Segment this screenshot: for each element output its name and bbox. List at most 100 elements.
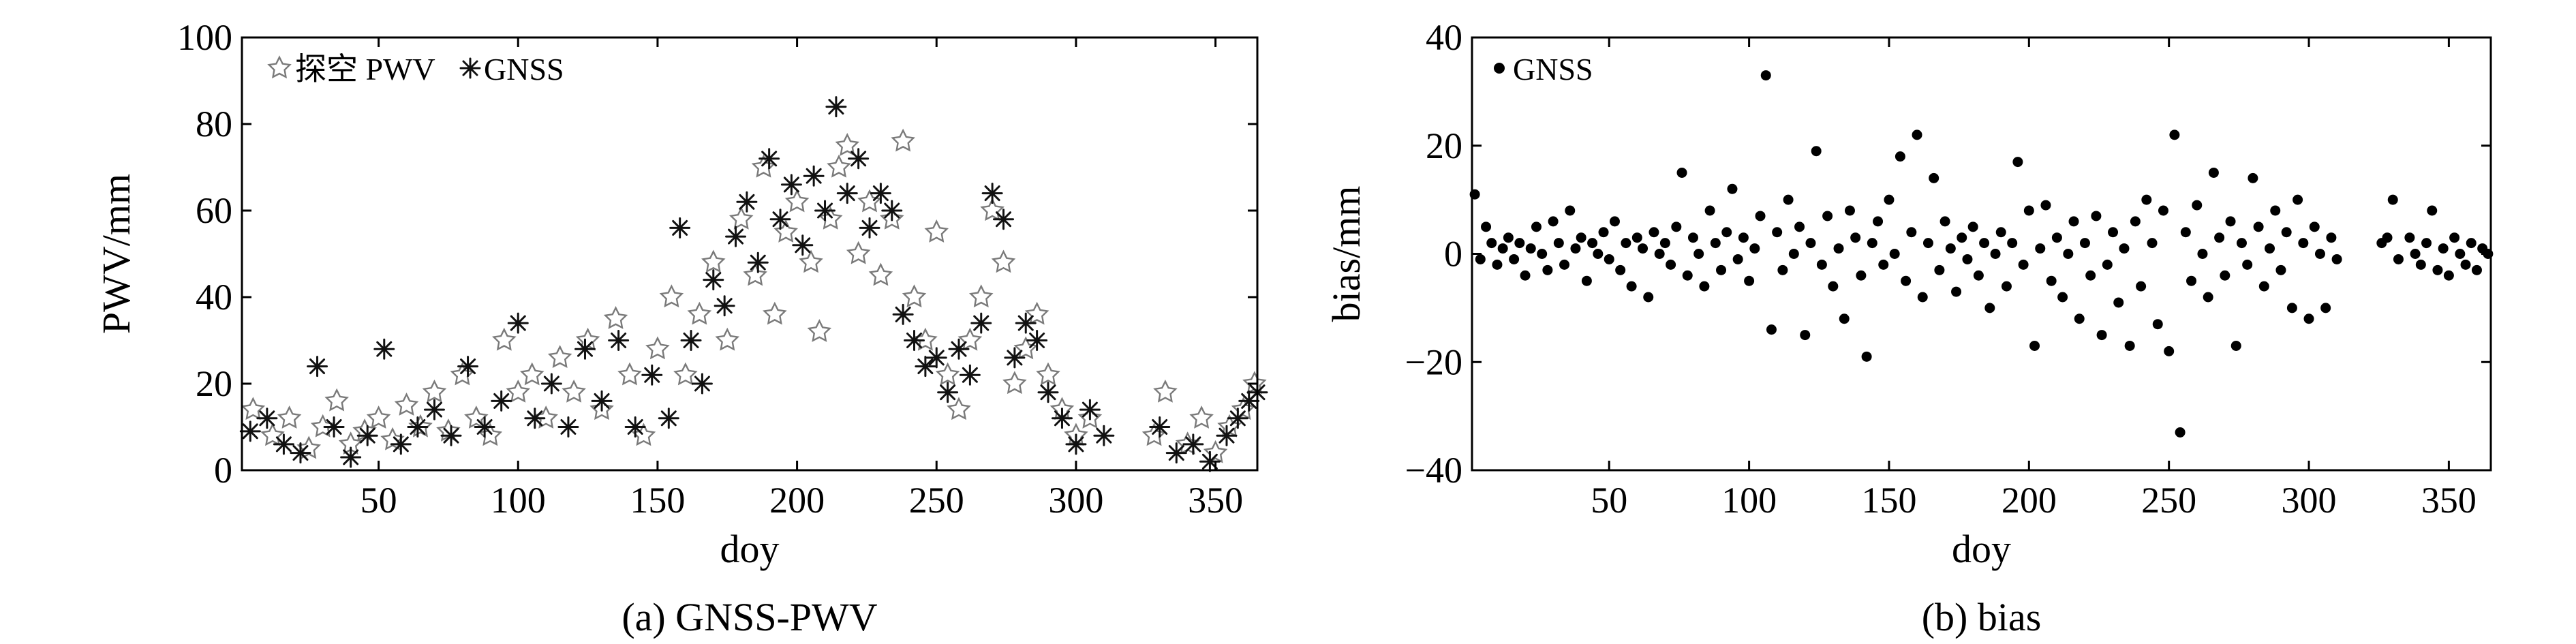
sounding-pwv-point	[1037, 363, 1060, 385]
bias-point	[2040, 200, 2051, 211]
bias-point	[1967, 221, 1978, 232]
bias-point	[2029, 340, 2040, 351]
gnss-pwv-point	[323, 416, 345, 438]
bias-point	[1794, 221, 1805, 232]
gnss-pwv-point	[870, 183, 891, 204]
bias-point	[1649, 227, 1659, 238]
sounding-pwv-point	[763, 303, 786, 324]
y-tick-label: 0	[214, 450, 232, 491]
bias-point	[1598, 227, 1609, 238]
bias-point	[1587, 238, 1598, 249]
bias-point	[1609, 216, 1620, 227]
bias-point	[1654, 249, 1665, 259]
gnss-pwv-point	[373, 338, 395, 360]
bias-point	[1643, 292, 1654, 303]
bias-point	[2230, 340, 2241, 351]
bias-point	[2242, 259, 2253, 270]
gnss-pwv-point	[1004, 347, 1026, 369]
bias-point	[1873, 216, 1884, 227]
gnss-pwv-point	[540, 373, 562, 395]
gnss-pwv-point	[1093, 425, 1115, 446]
bias-point	[1917, 292, 1928, 303]
bias-point	[2192, 200, 2203, 211]
gnss-pwv-point	[1079, 399, 1101, 420]
bias-point	[1979, 238, 1990, 249]
gnss-pwv-point	[848, 148, 870, 170]
panel-a-y-axis-label: PWV/mm	[94, 174, 138, 334]
bias-point	[2393, 254, 2404, 264]
bias-point	[1548, 216, 1559, 227]
gnss-pwv-point	[507, 312, 529, 334]
gnss-pwv-point	[1037, 382, 1059, 403]
x-tick-label: 300	[1048, 480, 1103, 521]
gnss-pwv-point	[1026, 330, 1048, 351]
gnss-pwv-point	[423, 399, 445, 420]
sounding-pwv-point	[278, 406, 301, 428]
bias-point	[2051, 232, 2062, 243]
panel-a-frame	[241, 36, 1259, 472]
bias-point	[1744, 275, 1755, 286]
bias-point	[1895, 151, 1905, 162]
bias-point	[1503, 232, 1514, 243]
panel-a-points	[239, 96, 1268, 472]
bias-point	[1839, 313, 1850, 324]
bias-point	[2281, 227, 2292, 238]
x-tick-label: 150	[1861, 480, 1916, 521]
bias-point	[2421, 238, 2432, 249]
legend-star-marker	[268, 56, 291, 78]
sounding-pwv-point	[1003, 371, 1026, 394]
bias-point	[2141, 194, 2152, 205]
bias-point	[2455, 249, 2466, 259]
gnss-pwv-point	[1065, 433, 1087, 455]
bias-point	[2387, 194, 2398, 205]
bias-point	[2113, 297, 2124, 308]
gnss-pwv-point	[803, 165, 825, 187]
gnss-pwv-point	[780, 174, 802, 196]
sounding-pwv-point	[835, 134, 859, 155]
bias-point	[1939, 216, 1950, 227]
y-tick-label: 40	[1426, 17, 1462, 58]
sounding-pwv-point	[465, 406, 488, 428]
bias-point	[2415, 259, 2426, 270]
sounding-pwv-point	[534, 406, 557, 428]
gnss-pwv-point	[814, 200, 836, 221]
x-tick-label: 250	[2141, 480, 2196, 521]
gnss-pwv-point	[836, 183, 858, 204]
bias-point	[1666, 259, 1676, 270]
bias-point	[2186, 275, 2197, 286]
bias-point	[2410, 249, 2421, 259]
bias-point	[1889, 249, 1900, 259]
sounding-pwv-point	[808, 320, 831, 341]
sounding-pwv-point	[549, 346, 572, 368]
gnss-pwv-point	[792, 234, 814, 256]
bias-point	[1772, 227, 1783, 238]
gnss-pwv-point	[881, 200, 903, 221]
gnss-pwv-point	[457, 356, 479, 378]
bias-point	[1811, 146, 1822, 157]
bias-point	[2023, 205, 2034, 216]
bias-point	[2136, 281, 2147, 292]
gnss-pwv-point	[390, 433, 412, 455]
y-tick-label: 40	[196, 277, 232, 318]
sounding-pwv-point	[688, 303, 711, 324]
sounding-pwv-point	[936, 363, 960, 385]
bias-point	[1749, 243, 1760, 254]
sounding-pwv-point	[914, 328, 937, 350]
panel-a-legend: 探空 PWV GNSS	[268, 52, 564, 87]
x-tick-label: 250	[909, 480, 964, 521]
sounding-pwv-point	[716, 328, 739, 350]
x-tick-label: 150	[630, 480, 685, 521]
gnss-pwv-point	[440, 425, 462, 446]
bias-point	[2449, 232, 2460, 243]
gnss-pwv-point	[925, 347, 947, 369]
bias-point	[1682, 270, 1693, 281]
bias-point	[1929, 172, 1939, 183]
gnss-pwv-point	[680, 330, 702, 351]
y-tick-label: 80	[196, 104, 232, 144]
y-tick-label: 20	[196, 363, 232, 404]
gnss-pwv-point	[1015, 312, 1037, 334]
x-tick-label: 50	[1591, 480, 1627, 521]
bias-point	[1822, 211, 1833, 221]
x-tick-label: 350	[2421, 480, 2477, 521]
